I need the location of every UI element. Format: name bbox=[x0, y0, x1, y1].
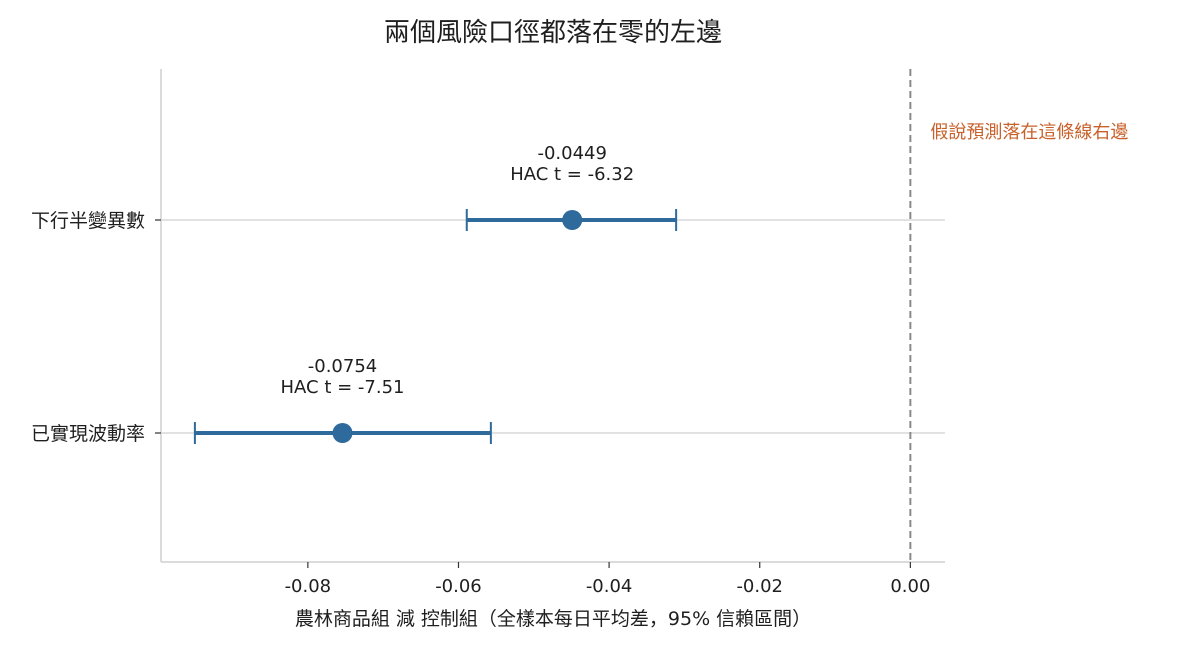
x-tick-label: -0.04 bbox=[586, 576, 633, 597]
estimate-marks bbox=[193, 209, 678, 444]
x-tick-label: -0.06 bbox=[435, 576, 482, 597]
estimate-value-label: -0.0449 bbox=[537, 143, 606, 164]
y-tick-label: 已實現波動率 bbox=[31, 423, 145, 445]
reference-line-label: 假說預測落在這條線右邊 bbox=[930, 122, 1128, 143]
chart-title: 兩個風險口徑都落在零的左邊 bbox=[384, 18, 722, 48]
estimate-point bbox=[562, 210, 583, 230]
x-tick-label: -0.08 bbox=[285, 576, 332, 597]
estimate-value-label: -0.0754 bbox=[308, 356, 377, 377]
x-tick-label: -0.02 bbox=[736, 576, 783, 597]
estimate-point bbox=[332, 423, 353, 443]
x-axis-ticks: -0.08 -0.06 -0.04 -0.02 0.00 bbox=[285, 562, 930, 597]
x-axis-label: 農林商品組 減 控制組（全樣本每日平均差，95% 信賴區間） bbox=[295, 608, 811, 630]
y-tick-label: 下行半變異數 bbox=[31, 210, 145, 232]
hac-t-label: HAC t = -7.51 bbox=[281, 377, 405, 398]
reference-line-group: 假說預測落在這條線右邊 bbox=[909, 69, 1128, 562]
x-tick-label: 0.00 bbox=[890, 576, 930, 597]
hac-t-label: HAC t = -6.32 bbox=[510, 164, 634, 185]
grid-lines bbox=[161, 219, 945, 434]
